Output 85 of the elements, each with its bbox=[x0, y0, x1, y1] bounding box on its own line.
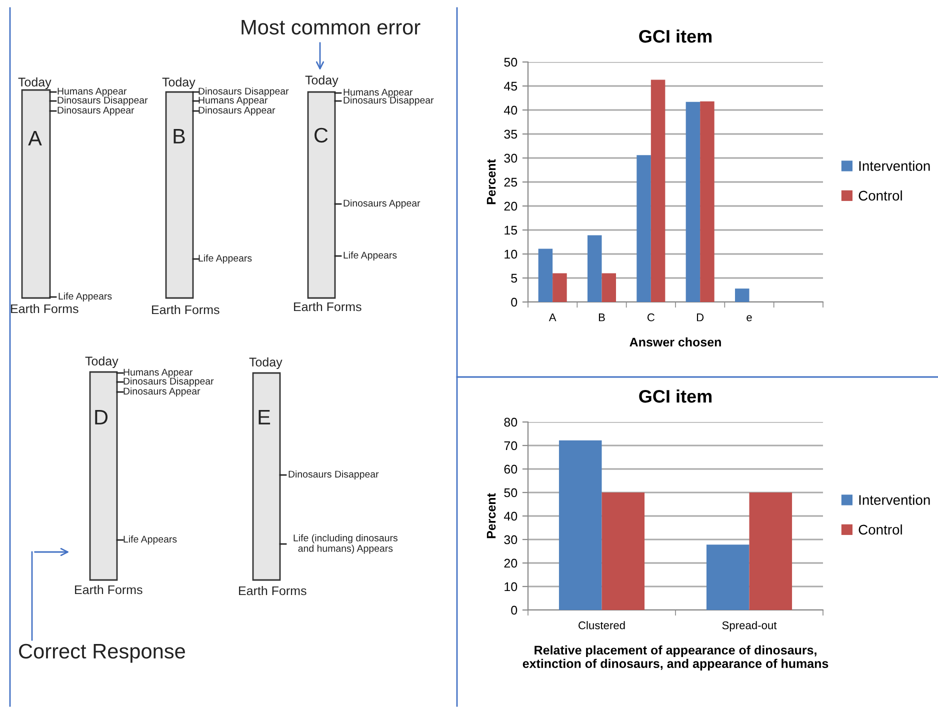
text: Earth Forms bbox=[294, 302, 362, 312]
x-tick-label: e bbox=[746, 315, 752, 322]
y-tick-label: 70 bbox=[504, 441, 518, 450]
x-tick-label: Clustered bbox=[578, 621, 625, 630]
y-tick-label: 20 bbox=[504, 558, 518, 568]
legend-label: Intervention bbox=[859, 494, 930, 505]
text: Today bbox=[162, 77, 196, 89]
y-tick-label: 50 bbox=[504, 58, 518, 67]
y-tick-label: 45 bbox=[504, 82, 518, 91]
legend-label: Control bbox=[858, 190, 902, 201]
bar bbox=[650, 80, 666, 302]
text: Today bbox=[305, 75, 338, 87]
chart-title: GCI item bbox=[639, 29, 712, 43]
bar bbox=[636, 155, 651, 302]
y-tick-label: 15 bbox=[504, 226, 518, 235]
text: Dinosaurs Disappear bbox=[288, 470, 379, 480]
text: E bbox=[258, 410, 270, 424]
y-tick-label: 10 bbox=[504, 582, 518, 592]
text: Life Appears bbox=[344, 251, 397, 261]
bar bbox=[700, 101, 714, 302]
text: Earth Forms bbox=[75, 585, 142, 594]
y-axis-title: Percent bbox=[486, 159, 496, 204]
y-tick-label: 0 bbox=[511, 606, 518, 615]
text: Dinosaurs Appear bbox=[58, 106, 134, 116]
legend-label: Intervention bbox=[859, 160, 930, 171]
y-tick-label: 10 bbox=[504, 250, 518, 259]
y-tick-label: 30 bbox=[504, 535, 518, 544]
bar bbox=[538, 248, 553, 302]
bar bbox=[602, 273, 616, 302]
text: Dinosaurs Disappear bbox=[198, 87, 289, 97]
bar bbox=[602, 492, 645, 610]
text: Life Appears bbox=[58, 292, 112, 302]
text: Earth Forms bbox=[239, 586, 306, 596]
text: Life Appears bbox=[198, 254, 252, 264]
text: D bbox=[95, 410, 108, 424]
bar bbox=[686, 102, 700, 302]
x-tick-label: Spread-out bbox=[722, 621, 777, 632]
x-tick-label: C bbox=[647, 313, 655, 322]
text: Dinosaurs Disappear bbox=[344, 96, 434, 106]
x-tick-label: B bbox=[598, 314, 605, 322]
bar bbox=[552, 273, 567, 302]
bar bbox=[734, 288, 750, 302]
y-tick-label: 5 bbox=[511, 274, 518, 283]
x-axis-title: Answer chosen bbox=[630, 337, 721, 347]
y-axis-title: Percent bbox=[486, 493, 496, 538]
text: Today bbox=[18, 77, 52, 89]
bar bbox=[587, 235, 602, 302]
bar bbox=[558, 440, 602, 610]
y-tick-label: 20 bbox=[504, 202, 518, 211]
x-tick-label: A bbox=[548, 314, 556, 322]
text: Correct Response bbox=[19, 644, 185, 663]
y-tick-label: 60 bbox=[504, 464, 518, 474]
text: Most common error bbox=[242, 20, 420, 35]
text: Humans Appear bbox=[124, 368, 193, 378]
bar bbox=[706, 544, 750, 610]
chart-title: GCI item bbox=[639, 389, 712, 403]
y-tick-label: 30 bbox=[504, 154, 518, 163]
legend-label: Control bbox=[858, 524, 902, 535]
x-tick-label: D bbox=[696, 314, 704, 322]
text: Dinosaurs Disappear bbox=[58, 96, 148, 106]
text: A bbox=[28, 131, 42, 146]
x-axis-title: Relative placement of appearance of dinosaurs, extinction of dinosaurs, and appearance of humans bbox=[522, 645, 828, 670]
y-tick-label: 0 bbox=[511, 298, 518, 307]
text: Life (including dinosaurs and humans) Appears bbox=[294, 534, 398, 554]
y-tick-label: 35 bbox=[504, 130, 518, 139]
text: Humans Appear bbox=[344, 88, 413, 98]
text: Humans Appear bbox=[58, 88, 127, 97]
text: Dinosaurs Appear bbox=[344, 199, 420, 209]
text: Humans Appear bbox=[198, 96, 268, 106]
y-tick-label: 50 bbox=[504, 488, 518, 498]
text: Earth Forms bbox=[152, 305, 220, 314]
bar bbox=[749, 492, 792, 610]
text: Life Appears bbox=[124, 535, 177, 545]
text: Dinosaurs Disappear bbox=[124, 377, 214, 387]
y-tick-label: 40 bbox=[504, 512, 518, 521]
text: Today bbox=[249, 357, 282, 369]
text: Dinosaurs Appear bbox=[198, 106, 276, 116]
text: B bbox=[174, 129, 185, 144]
text: C bbox=[314, 128, 328, 143]
y-tick-label: 80 bbox=[504, 418, 518, 427]
y-tick-label: 40 bbox=[504, 106, 518, 115]
text: Today bbox=[85, 356, 118, 368]
text: Earth Forms bbox=[11, 304, 78, 314]
text: Dinosaurs Appear bbox=[124, 387, 200, 397]
y-tick-label: 25 bbox=[504, 178, 518, 187]
